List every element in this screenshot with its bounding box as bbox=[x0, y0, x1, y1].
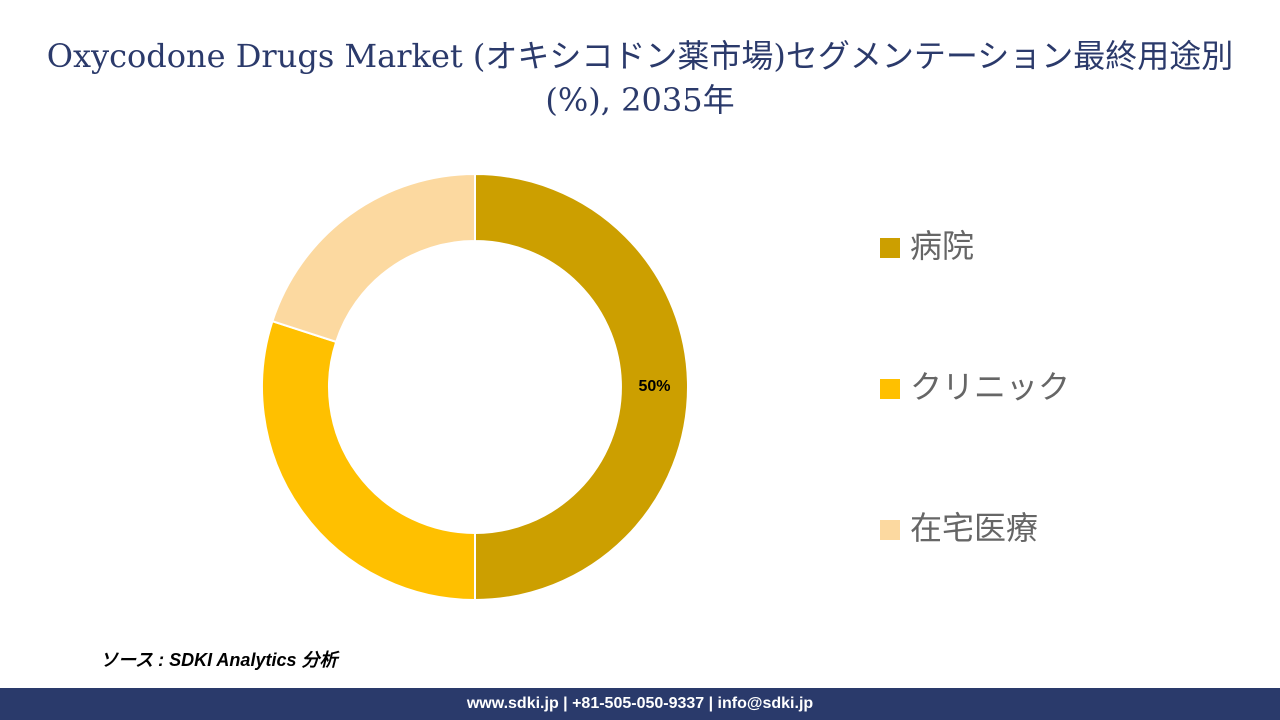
legend-label: クリニック bbox=[910, 368, 1070, 406]
source-note: ソース : SDKI Analytics 分析 bbox=[100, 650, 338, 670]
donut-segment bbox=[261, 319, 476, 602]
legend-label: 在宅医療 bbox=[910, 509, 1038, 547]
footer: www.sdki.jp | +81-505-050-9337 | info@sd… bbox=[0, 688, 1280, 720]
donut-segment bbox=[271, 172, 476, 344]
legend-swatch bbox=[880, 520, 900, 540]
legend-label: 病院 bbox=[910, 227, 974, 265]
data-label: 50% bbox=[638, 378, 670, 395]
donut-segment bbox=[474, 172, 689, 602]
legend-swatch bbox=[880, 238, 900, 258]
chart-title: Oxycodone Drugs Market (オキシコドン薬市場)セグメンテー… bbox=[46, 37, 1234, 119]
legend-swatch bbox=[880, 379, 900, 399]
